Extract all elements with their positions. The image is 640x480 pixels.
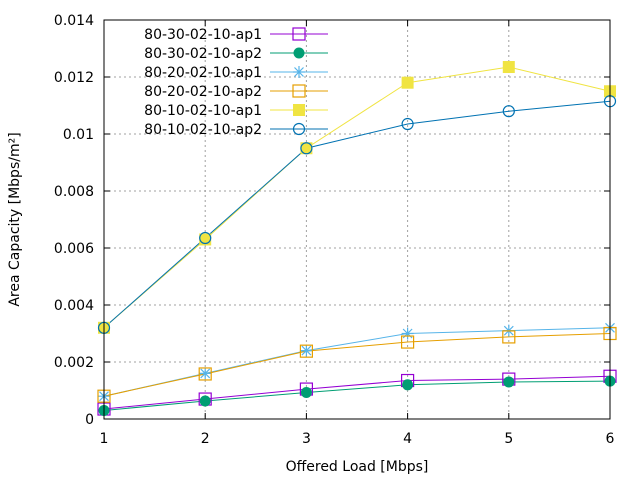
x-tick-label: 2 bbox=[201, 431, 210, 447]
legend-label-80-30-02-10-ap1: 80-30-02-10-ap1 bbox=[144, 27, 262, 43]
data-point-80-30-02-10-ap2-4 bbox=[402, 379, 414, 391]
data-point-80-10-02-10-ap2-4 bbox=[401, 117, 414, 131]
data-point-80-20-02-10-ap2-5 bbox=[502, 330, 516, 344]
legend-marker-80-30-02-10-ap2 bbox=[293, 47, 305, 59]
data-point-80-10-02-10-ap2-5 bbox=[502, 105, 515, 118]
x-tick-label: 4 bbox=[403, 431, 412, 447]
legend: 80-30-02-10-ap1 80-30-02-10-ap2 80-20-02-1… bbox=[144, 27, 328, 138]
series-line-80-30-02-10-ap1 bbox=[103, 375, 611, 410]
y-tick-label: 0 bbox=[85, 412, 94, 428]
x-axis-ticks: 1 2 3 4 5 6 bbox=[100, 20, 615, 447]
data-point-80-20-02-10-ap2-3 bbox=[299, 344, 313, 358]
y-tick-label: 0.014 bbox=[54, 13, 94, 29]
legend-marker-80-20-02-10-ap2 bbox=[292, 84, 306, 98]
data-point-80-30-02-10-ap2-2 bbox=[199, 395, 211, 407]
series-line-80-10-02-10-ap1 bbox=[103, 66, 611, 329]
legend-label-80-30-02-10-ap2: 80-30-02-10-ap2 bbox=[144, 46, 262, 62]
data-point-80-10-02-10-ap1-5 bbox=[502, 61, 515, 74]
legend-label-80-10-02-10-ap1: 80-10-02-10-ap1 bbox=[144, 103, 262, 119]
x-axis-label: Offered Load [Mbps] bbox=[286, 459, 429, 475]
series-line-80-30-02-10-ap2 bbox=[103, 380, 611, 411]
legend-marker-80-10-02-10-ap1 bbox=[293, 104, 305, 116]
data-point-80-10-02-10-ap1-4 bbox=[401, 76, 414, 89]
data-point-80-10-02-10-ap1-3 bbox=[300, 142, 313, 155]
legend-label-80-20-02-10-ap1: 80-20-02-10-ap1 bbox=[144, 65, 262, 81]
y-tick-label: 0.012 bbox=[54, 70, 94, 86]
legend-label-80-10-02-10-ap2: 80-10-02-10-ap2 bbox=[144, 122, 262, 138]
data-point-80-30-02-10-ap2-5 bbox=[503, 376, 515, 388]
series-line-80-10-02-10-ap2 bbox=[103, 100, 611, 329]
x-tick-label: 1 bbox=[100, 431, 109, 447]
x-tick-label: 6 bbox=[606, 431, 615, 447]
legend-marker-80-20-02-10-ap1 bbox=[293, 66, 305, 78]
y-axis-ticks: 0 0.002 0.004 0.006 0.008 0.01 0.012 0.014 bbox=[54, 13, 610, 428]
legend-label-80-20-02-10-ap2: 80-20-02-10-ap2 bbox=[144, 84, 262, 100]
plot-frame bbox=[103, 19, 611, 420]
data-point-80-20-02-10-ap1-3 bbox=[300, 344, 313, 357]
data-point-80-30-02-10-ap2-3 bbox=[300, 386, 312, 398]
y-tick-label: 0.002 bbox=[54, 355, 94, 371]
data-point-80-10-02-10-ap2-3 bbox=[300, 142, 313, 155]
data-point-80-20-02-10-ap1-4 bbox=[401, 327, 414, 340]
series-line-80-20-02-10-ap2 bbox=[103, 333, 611, 397]
y-tick-label: 0.01 bbox=[63, 127, 94, 143]
y-tick-label: 0.008 bbox=[54, 184, 94, 200]
legend-marker-80-10-02-10-ap2 bbox=[292, 122, 306, 136]
x-tick-label: 3 bbox=[302, 431, 311, 447]
data-point-80-20-02-10-ap2-2 bbox=[198, 367, 212, 381]
x-tick-label: 5 bbox=[504, 431, 513, 447]
legend-marker-80-30-02-10-ap1 bbox=[292, 27, 306, 41]
data-point-80-10-02-10-ap2-2 bbox=[199, 231, 212, 245]
y-tick-label: 0.004 bbox=[54, 298, 94, 314]
y-axis-label: Area Capacity [Mbps/m²] bbox=[7, 132, 23, 306]
data-point-80-20-02-10-ap1-2 bbox=[199, 367, 212, 380]
series-lines bbox=[103, 66, 611, 411]
y-tick-label: 0.006 bbox=[54, 241, 94, 257]
data-point-80-20-02-10-ap2-4 bbox=[401, 335, 415, 349]
